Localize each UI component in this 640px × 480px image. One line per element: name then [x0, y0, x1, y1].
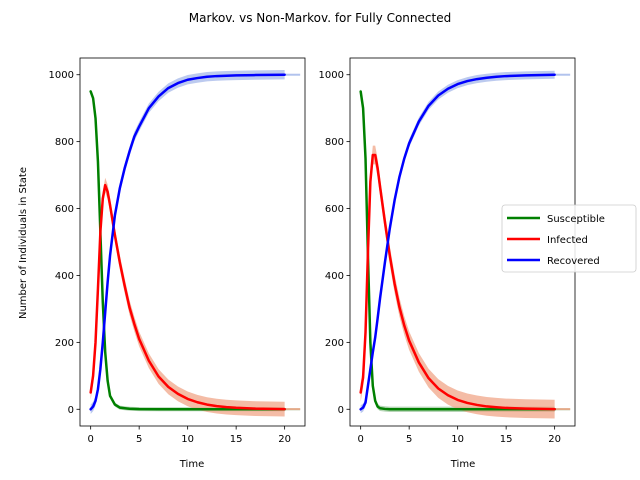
- right-xtick-label: 15: [500, 434, 513, 445]
- left-ytick-label: 400: [55, 271, 74, 282]
- left-xtick-label: 15: [230, 434, 243, 445]
- right-xtick-label: 20: [548, 434, 561, 445]
- left-band-infected: [90, 177, 285, 417]
- legend-box: [501, 204, 637, 273]
- left-xlabel: Time: [179, 459, 204, 470]
- left-ytick-label: 1000: [49, 70, 74, 81]
- left-band-recovered: [90, 70, 285, 414]
- right-xtick-label: 5: [406, 434, 412, 445]
- left-xtick-label: 20: [278, 434, 291, 445]
- right-ytick-label: 400: [325, 271, 344, 282]
- left-subplot: Number of Individuals in State Time 0 5 10…: [18, 57, 306, 470]
- left-ytick-label: 0: [68, 405, 74, 416]
- right-line-infected: [359, 153, 556, 411]
- left-line-susceptible: [89, 90, 286, 411]
- left-ylabel: Number of Individuals in State: [18, 167, 29, 319]
- left-ytick-label: 800: [55, 137, 74, 148]
- left-ytick-label: 600: [55, 204, 74, 215]
- right-band-infected: [360, 145, 555, 419]
- right-ytick-label: 1000: [319, 70, 344, 81]
- left-xtick-label: 10: [181, 434, 194, 445]
- right-xlabel: Time: [450, 459, 475, 470]
- right-line-recovered: [359, 73, 556, 411]
- right-ytick-label: 600: [325, 204, 344, 215]
- right-ytick-label: 200: [325, 338, 344, 349]
- left-line-infected: [89, 183, 286, 411]
- legend-label-recovered: Recovered: [547, 256, 600, 267]
- left-axes-frame: [79, 57, 306, 427]
- legend-label-susceptible: Susceptible: [547, 214, 605, 225]
- legend: Susceptible Infected Recovered: [501, 204, 637, 273]
- right-line-susceptible: [359, 90, 556, 411]
- right-ytick-label: 0: [338, 405, 344, 416]
- left-band-susceptible: [90, 89, 285, 412]
- right-ytick-label: 800: [325, 137, 344, 148]
- suptitle: Markov. vs Non-Markov. for Fully Connect…: [189, 11, 451, 25]
- left-line-recovered: [89, 73, 286, 411]
- legend-label-infected: Infected: [547, 235, 588, 246]
- right-xtick-label: 10: [451, 434, 464, 445]
- right-xtick-label: 0: [357, 434, 363, 445]
- left-xtick-label: 0: [87, 434, 93, 445]
- left-xtick-label: 5: [136, 434, 142, 445]
- left-ytick-label: 200: [55, 338, 74, 349]
